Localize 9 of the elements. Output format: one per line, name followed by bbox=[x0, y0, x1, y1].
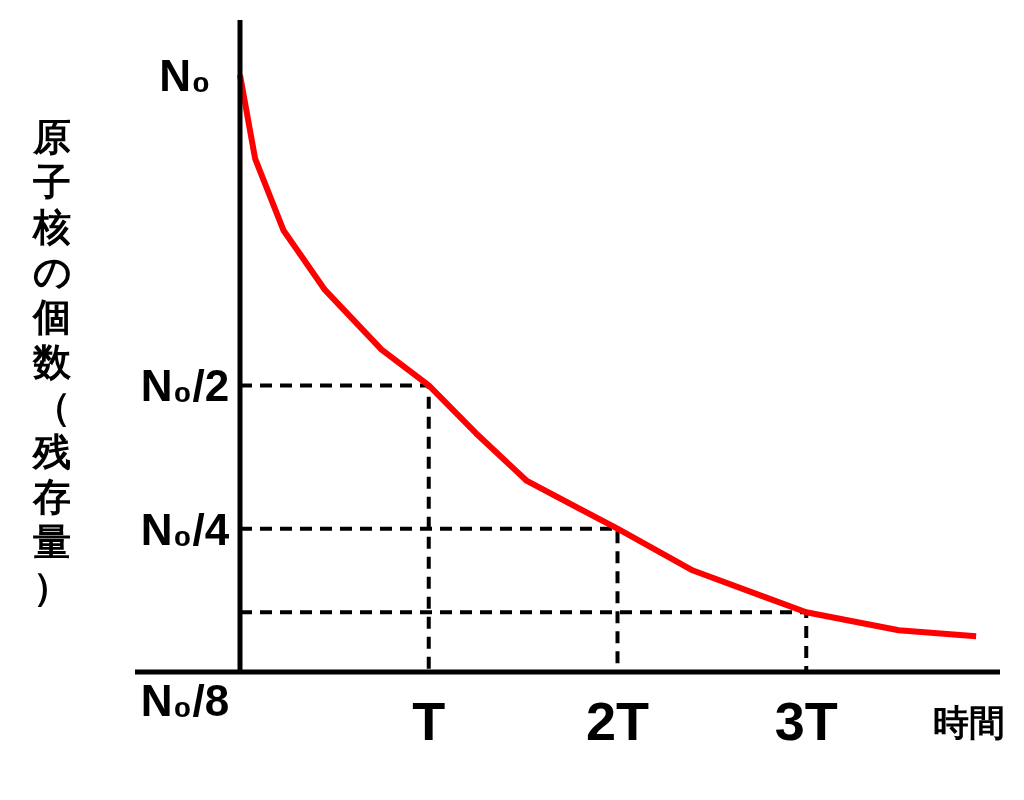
x-axis-title: 時間 bbox=[933, 702, 1005, 743]
text: 原子核の個数（残存量） bbox=[32, 116, 72, 608]
text: N₀ bbox=[159, 51, 211, 100]
text: N₀/4 bbox=[140, 504, 230, 554]
x-tick-label: 3T bbox=[774, 691, 838, 751]
text: N₀/2 bbox=[140, 361, 230, 411]
x-tick-label: T bbox=[412, 691, 446, 751]
x-tick-label: 2T bbox=[585, 691, 650, 751]
text: N₀/8 bbox=[140, 676, 230, 725]
